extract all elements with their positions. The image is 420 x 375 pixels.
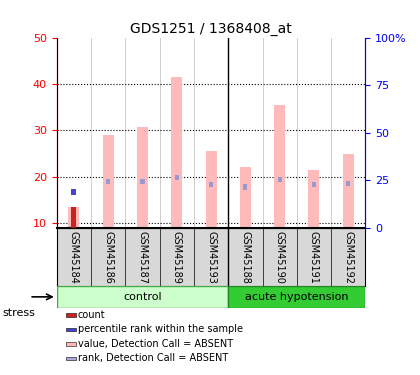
Bar (140, 179, 144, 184)
Bar (308, 170, 320, 228)
Bar (278, 177, 282, 182)
Text: GSM45193: GSM45193 (206, 231, 216, 284)
Bar (137, 127, 148, 228)
Bar (209, 182, 213, 187)
Text: GSM45186: GSM45186 (103, 231, 113, 284)
Bar (71, 189, 76, 195)
Bar (72, 189, 76, 195)
Bar (102, 135, 114, 228)
Bar (346, 181, 350, 186)
Bar (205, 152, 217, 228)
Bar (274, 105, 285, 228)
Bar (312, 182, 316, 187)
Bar (66, 342, 76, 345)
Text: GSM45192: GSM45192 (343, 231, 353, 284)
Bar (243, 184, 247, 190)
Text: value, Detection Call = ABSENT: value, Detection Call = ABSENT (78, 339, 233, 349)
Text: rank, Detection Call = ABSENT: rank, Detection Call = ABSENT (78, 353, 228, 363)
Text: GSM45187: GSM45187 (137, 231, 147, 284)
Bar (343, 154, 354, 228)
Text: stress: stress (2, 308, 35, 318)
Text: GSM45190: GSM45190 (275, 231, 285, 284)
Text: acute hypotension: acute hypotension (245, 292, 349, 302)
Bar (228, 286, 365, 308)
Text: GSM45184: GSM45184 (69, 231, 79, 284)
Bar (171, 77, 182, 228)
Bar (66, 314, 76, 316)
Text: percentile rank within the sample: percentile rank within the sample (78, 324, 243, 334)
Bar (68, 207, 79, 228)
Bar (240, 167, 251, 228)
Text: GSM45191: GSM45191 (309, 231, 319, 284)
Text: count: count (78, 310, 105, 320)
Bar (57, 286, 228, 308)
Bar (106, 179, 110, 184)
Bar (66, 328, 76, 331)
Text: control: control (123, 292, 162, 302)
Text: GSM45189: GSM45189 (172, 231, 182, 284)
Text: GSM45188: GSM45188 (240, 231, 250, 284)
Bar (175, 175, 179, 180)
Bar (66, 357, 76, 360)
Title: GDS1251 / 1368408_at: GDS1251 / 1368408_at (130, 22, 292, 36)
Bar (71, 207, 76, 228)
